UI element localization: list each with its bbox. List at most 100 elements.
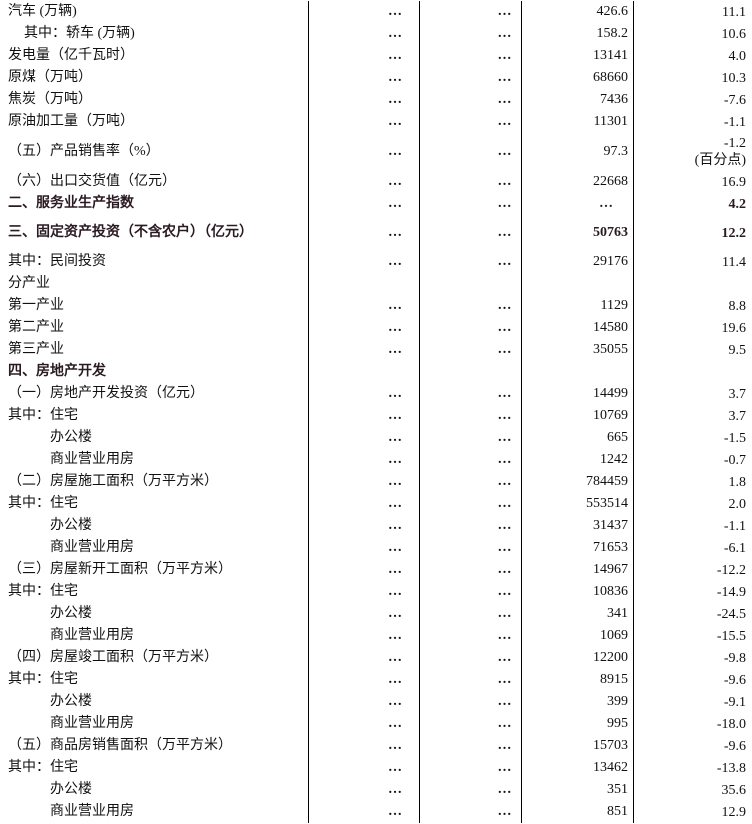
growth-value: -14.9	[716, 584, 746, 600]
table-row: （六）出口交货值（亿元）…… 22668 16.9	[0, 171, 752, 193]
growth-cell: 12.9	[634, 801, 752, 823]
column-3-cell: …	[420, 171, 522, 193]
row-label: 焦炭（万吨）	[0, 89, 309, 111]
row-label: 发电量（亿千瓦时）	[0, 45, 309, 67]
value-cell: 399	[522, 691, 634, 713]
column-3-cell: …	[420, 193, 522, 215]
row-label: 办公楼	[0, 779, 309, 801]
growth-cell: 4.0	[634, 45, 752, 67]
column-3-cell: …	[420, 427, 522, 449]
column-3-cell: …	[420, 67, 522, 89]
column-3-cell: …	[420, 515, 522, 537]
table-row: 办公楼…… 341 -24.5	[0, 603, 752, 625]
row-label: 其中：住宅	[0, 405, 309, 427]
growth-cell: -12.2	[634, 559, 752, 581]
growth-cell: 11.4	[634, 251, 752, 273]
column-2-cell: …	[309, 339, 420, 361]
column-2-cell: …	[309, 89, 420, 111]
row-label: 商业营业用房	[0, 801, 309, 823]
growth-value: -13.8	[716, 760, 746, 776]
column-3-cell: …	[420, 133, 522, 171]
table-row: 第二产业…… 14580 19.6	[0, 317, 752, 339]
column-3-cell: …	[420, 735, 522, 757]
column-2-cell: …	[309, 735, 420, 757]
value-cell: 13141	[522, 45, 634, 67]
column-2-cell: …	[309, 757, 420, 779]
growth-cell: -9.1	[634, 691, 752, 713]
growth-value: 9.5	[728, 342, 747, 358]
growth-value: 10.3	[721, 70, 747, 86]
table-row: 其中：住宅…… 13462 -13.8	[0, 757, 752, 779]
row-label: 第二产业	[0, 317, 309, 339]
column-2-cell: …	[309, 647, 420, 669]
table-row: 焦炭（万吨）…… 7436 -7.6	[0, 89, 752, 111]
column-3-cell: …	[420, 111, 522, 133]
column-3-cell: …	[420, 23, 522, 45]
table-row: （二）房屋施工面积（万平方米）…… 784459 1.8	[0, 471, 752, 493]
table-row: 其中：住宅…… 8915 -9.6	[0, 669, 752, 691]
row-label: 办公楼	[0, 427, 309, 449]
row-label: （六）出口交货值（亿元）	[0, 171, 309, 193]
value-cell: 665	[522, 427, 634, 449]
row-label: （三）房屋新开工面积（万平方米）	[0, 559, 309, 581]
column-2-cell: …	[309, 171, 420, 193]
column-3-cell: …	[420, 1, 522, 23]
row-label: 二、服务业生产指数	[0, 193, 309, 215]
value-cell: 426.6	[522, 1, 634, 23]
column-2-cell	[309, 273, 420, 295]
value-cell: 851	[522, 801, 634, 823]
growth-cell: 3.7	[634, 383, 752, 405]
growth-value: -18.0	[716, 716, 746, 732]
column-2-cell: …	[309, 405, 420, 427]
column-3-cell: …	[420, 215, 522, 251]
row-label: 商业营业用房	[0, 449, 309, 471]
column-3-cell: …	[420, 317, 522, 339]
table-row: （五）商品房销售面积（万平方米）…… 15703 -9.6	[0, 735, 752, 757]
value-cell: 553514	[522, 493, 634, 515]
growth-cell: 9.5	[634, 339, 752, 361]
table-row: 其中：住宅…… 10836 -14.9	[0, 581, 752, 603]
row-label: 三、固定资产投资（不含农户）（亿元）	[0, 215, 309, 251]
growth-value: -0.7	[723, 452, 746, 468]
value-cell: 10836	[522, 581, 634, 603]
growth-cell	[634, 273, 752, 295]
value-cell: 71653	[522, 537, 634, 559]
growth-value: -1.2	[723, 136, 746, 151]
growth-cell: -9.6	[634, 669, 752, 691]
table-row: 三、固定资产投资（不含农户）（亿元）…… 50763 12.2	[0, 215, 752, 251]
column-2-cell: …	[309, 779, 420, 801]
growth-cell: -1.1	[634, 111, 752, 133]
column-3-cell: …	[420, 559, 522, 581]
column-3-cell: …	[420, 537, 522, 559]
row-label: 其中：轿车 (万辆)	[0, 23, 309, 45]
column-3-cell: …	[420, 669, 522, 691]
growth-value: 12.9	[721, 804, 747, 820]
value-cell: 68660	[522, 67, 634, 89]
growth-cell: 10.6	[634, 23, 752, 45]
column-3-cell: …	[420, 471, 522, 493]
table-row: 商业营业用房…… 1242 -0.7	[0, 449, 752, 471]
row-label: （二）房屋施工面积（万平方米）	[0, 471, 309, 493]
value-cell: 12200	[522, 647, 634, 669]
column-2-cell: …	[309, 713, 420, 735]
column-2-cell: …	[309, 669, 420, 691]
column-2-cell: …	[309, 317, 420, 339]
table-row: 商业营业用房…… 995 -18.0	[0, 713, 752, 735]
growth-value: 16.9	[721, 174, 747, 190]
column-3-cell: …	[420, 713, 522, 735]
column-2-cell: …	[309, 691, 420, 713]
table-row: （一）房地产开发投资（亿元）…… 14499 3.7	[0, 383, 752, 405]
growth-cell: -24.5	[634, 603, 752, 625]
growth-cell: 3.7	[634, 405, 752, 427]
growth-value: -9.6	[723, 738, 746, 754]
growth-value: -9.6	[723, 672, 746, 688]
table-row: 商业营业用房…… 71653 -6.1	[0, 537, 752, 559]
growth-cell: 2.0	[634, 493, 752, 515]
column-3-cell: …	[420, 647, 522, 669]
column-2-cell: …	[309, 23, 420, 45]
column-3-cell: …	[420, 757, 522, 779]
growth-value: 35.6	[721, 782, 747, 798]
column-2-cell: …	[309, 1, 420, 23]
growth-value: -6.1	[723, 540, 746, 556]
column-2-cell: …	[309, 67, 420, 89]
